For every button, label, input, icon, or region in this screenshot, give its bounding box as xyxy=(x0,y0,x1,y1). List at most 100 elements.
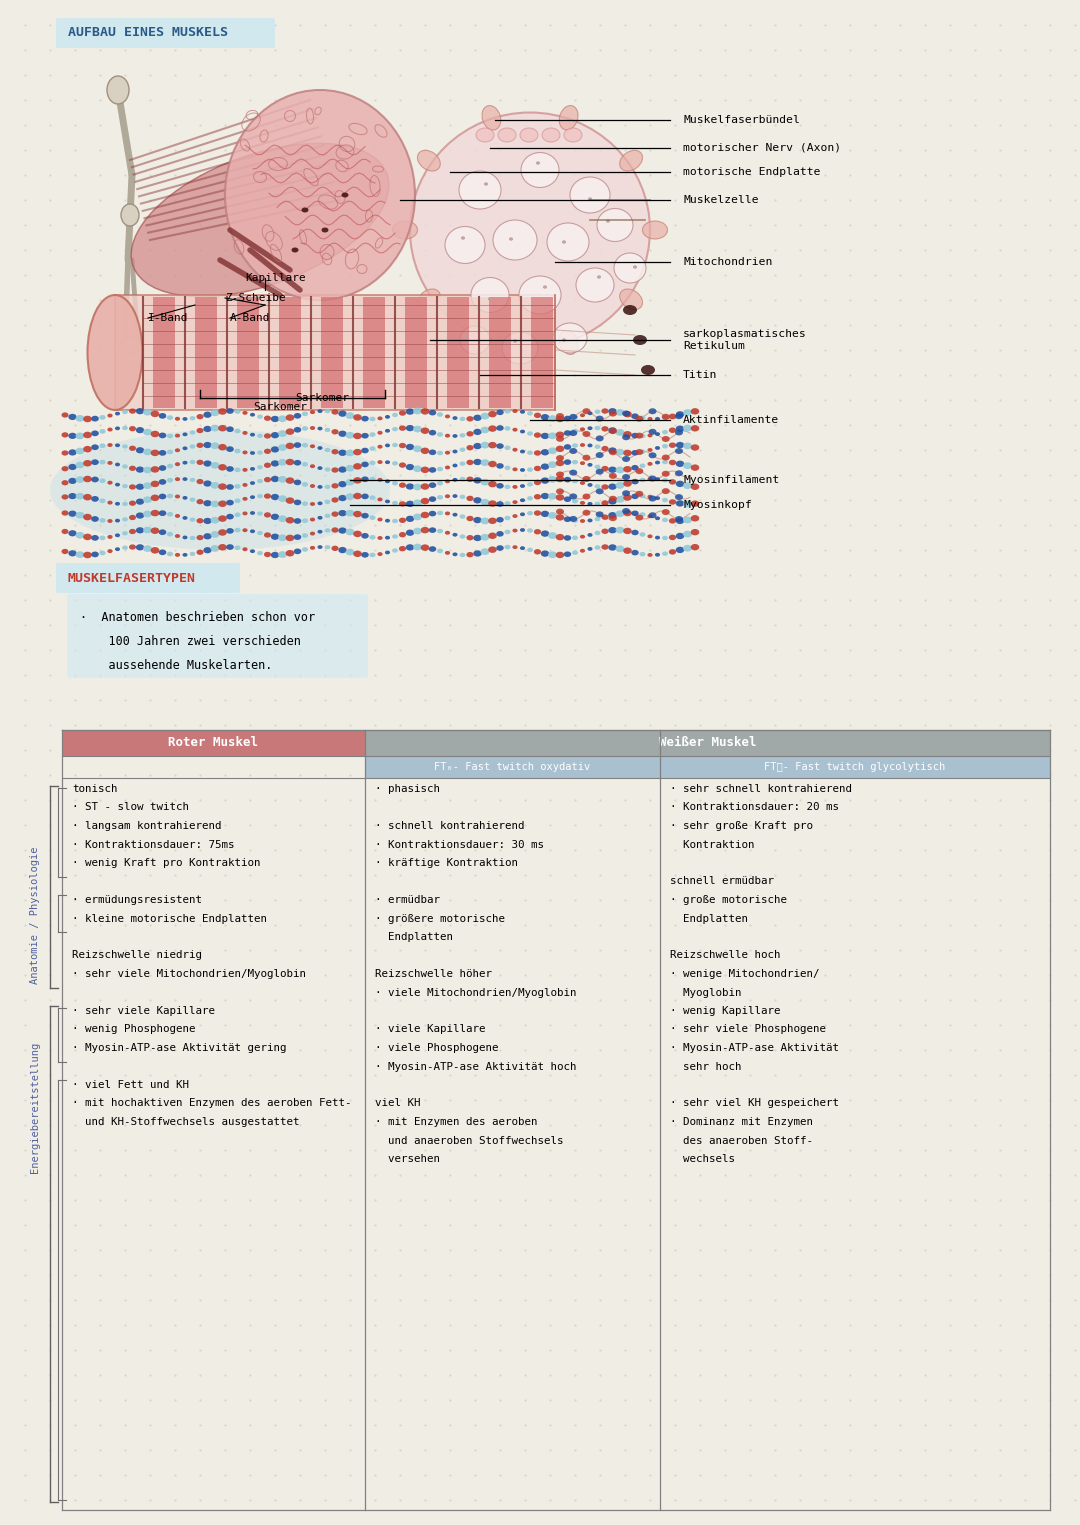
Ellipse shape xyxy=(122,425,127,430)
Ellipse shape xyxy=(257,433,262,438)
Ellipse shape xyxy=(294,461,301,465)
Ellipse shape xyxy=(242,468,247,471)
Ellipse shape xyxy=(62,432,68,438)
Ellipse shape xyxy=(384,500,390,503)
Bar xyxy=(227,297,237,409)
Ellipse shape xyxy=(481,549,489,555)
Ellipse shape xyxy=(346,493,354,500)
Ellipse shape xyxy=(325,485,330,490)
Text: FT⁣- Fast twitch glycolytisch: FT⁣- Fast twitch glycolytisch xyxy=(765,762,946,772)
Ellipse shape xyxy=(594,425,600,430)
Ellipse shape xyxy=(467,432,474,436)
Ellipse shape xyxy=(278,415,287,422)
Ellipse shape xyxy=(632,511,638,515)
Ellipse shape xyxy=(465,334,469,337)
Ellipse shape xyxy=(325,514,330,519)
Ellipse shape xyxy=(556,514,564,520)
Ellipse shape xyxy=(107,500,112,505)
Ellipse shape xyxy=(588,412,593,415)
Ellipse shape xyxy=(639,532,646,537)
Text: · langsam kontrahierend: · langsam kontrahierend xyxy=(72,820,221,831)
Ellipse shape xyxy=(249,549,255,554)
Ellipse shape xyxy=(107,549,112,554)
Ellipse shape xyxy=(497,444,503,448)
Ellipse shape xyxy=(338,410,347,416)
Ellipse shape xyxy=(647,514,652,519)
Text: · ermüdungsresistent: · ermüdungsresistent xyxy=(72,895,202,904)
Ellipse shape xyxy=(445,451,450,454)
Ellipse shape xyxy=(159,511,166,515)
Ellipse shape xyxy=(461,236,465,239)
Ellipse shape xyxy=(318,502,323,505)
Ellipse shape xyxy=(512,448,517,451)
Ellipse shape xyxy=(257,479,262,483)
Ellipse shape xyxy=(302,502,308,506)
Ellipse shape xyxy=(643,221,667,239)
Ellipse shape xyxy=(481,442,489,448)
Ellipse shape xyxy=(249,482,255,485)
Text: · Myosin-ATP-ase Aktivität: · Myosin-ATP-ase Aktivität xyxy=(670,1043,839,1052)
Bar xyxy=(301,297,311,409)
Ellipse shape xyxy=(99,479,106,483)
Ellipse shape xyxy=(302,425,308,430)
Ellipse shape xyxy=(136,447,144,453)
Ellipse shape xyxy=(87,294,143,410)
Ellipse shape xyxy=(197,535,203,540)
Ellipse shape xyxy=(527,432,532,436)
Ellipse shape xyxy=(437,511,443,515)
Ellipse shape xyxy=(114,483,120,486)
Text: aussehende Muskelarten.: aussehende Muskelarten. xyxy=(80,659,272,673)
Ellipse shape xyxy=(107,444,112,447)
Text: · mit Enzymen des aeroben: · mit Enzymen des aeroben xyxy=(375,1116,538,1127)
Ellipse shape xyxy=(662,471,670,477)
Ellipse shape xyxy=(183,461,188,465)
Ellipse shape xyxy=(294,500,301,505)
Ellipse shape xyxy=(129,465,136,471)
Ellipse shape xyxy=(602,465,609,471)
Ellipse shape xyxy=(669,413,676,419)
Text: Roter Muskel: Roter Muskel xyxy=(168,737,258,749)
Ellipse shape xyxy=(504,409,511,413)
Text: viel KH: viel KH xyxy=(375,1098,420,1109)
Ellipse shape xyxy=(377,416,382,421)
Ellipse shape xyxy=(481,534,489,541)
Ellipse shape xyxy=(536,162,540,165)
Ellipse shape xyxy=(654,554,660,557)
Ellipse shape xyxy=(562,241,566,244)
Ellipse shape xyxy=(556,552,564,558)
Ellipse shape xyxy=(271,416,280,422)
Ellipse shape xyxy=(99,499,106,503)
Text: Endplatten: Endplatten xyxy=(670,913,748,924)
Ellipse shape xyxy=(543,285,546,288)
Ellipse shape xyxy=(234,429,241,433)
Ellipse shape xyxy=(497,546,503,551)
Ellipse shape xyxy=(377,552,382,557)
Ellipse shape xyxy=(608,447,617,454)
Ellipse shape xyxy=(413,465,422,473)
Ellipse shape xyxy=(519,128,538,142)
Text: I-Band: I-Band xyxy=(148,313,189,323)
Ellipse shape xyxy=(143,544,152,552)
Ellipse shape xyxy=(211,517,219,523)
Ellipse shape xyxy=(226,409,233,413)
Ellipse shape xyxy=(114,547,120,551)
Ellipse shape xyxy=(218,515,227,522)
Ellipse shape xyxy=(675,430,683,436)
Ellipse shape xyxy=(271,494,280,500)
Bar xyxy=(363,297,384,409)
Ellipse shape xyxy=(527,468,532,471)
Ellipse shape xyxy=(190,416,195,421)
Ellipse shape xyxy=(602,485,609,490)
Ellipse shape xyxy=(635,491,644,497)
Ellipse shape xyxy=(647,494,652,499)
Ellipse shape xyxy=(406,515,415,522)
Ellipse shape xyxy=(616,429,624,436)
Ellipse shape xyxy=(541,433,550,439)
Ellipse shape xyxy=(318,529,323,534)
Ellipse shape xyxy=(492,220,537,259)
Ellipse shape xyxy=(669,459,676,465)
Ellipse shape xyxy=(445,531,450,535)
Ellipse shape xyxy=(257,415,262,419)
Ellipse shape xyxy=(175,448,180,453)
Ellipse shape xyxy=(662,436,670,442)
